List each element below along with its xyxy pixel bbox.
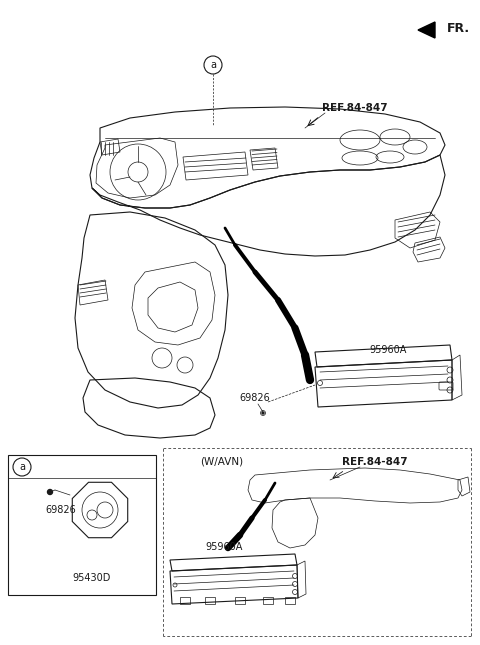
Text: REF.84-847: REF.84-847 (322, 103, 388, 113)
Text: 95960A: 95960A (369, 345, 407, 355)
Text: 95960A: 95960A (205, 542, 242, 552)
Text: a: a (210, 60, 216, 70)
Circle shape (262, 412, 264, 414)
Text: 69826: 69826 (240, 393, 270, 403)
Text: 69826: 69826 (45, 505, 76, 515)
Text: a: a (19, 462, 25, 472)
Text: 95430D: 95430D (73, 573, 111, 583)
Text: REF.84-847: REF.84-847 (342, 457, 408, 467)
Text: FR.: FR. (447, 21, 470, 34)
Text: (W/AVN): (W/AVN) (200, 457, 243, 467)
Circle shape (48, 490, 52, 495)
Polygon shape (418, 22, 435, 38)
